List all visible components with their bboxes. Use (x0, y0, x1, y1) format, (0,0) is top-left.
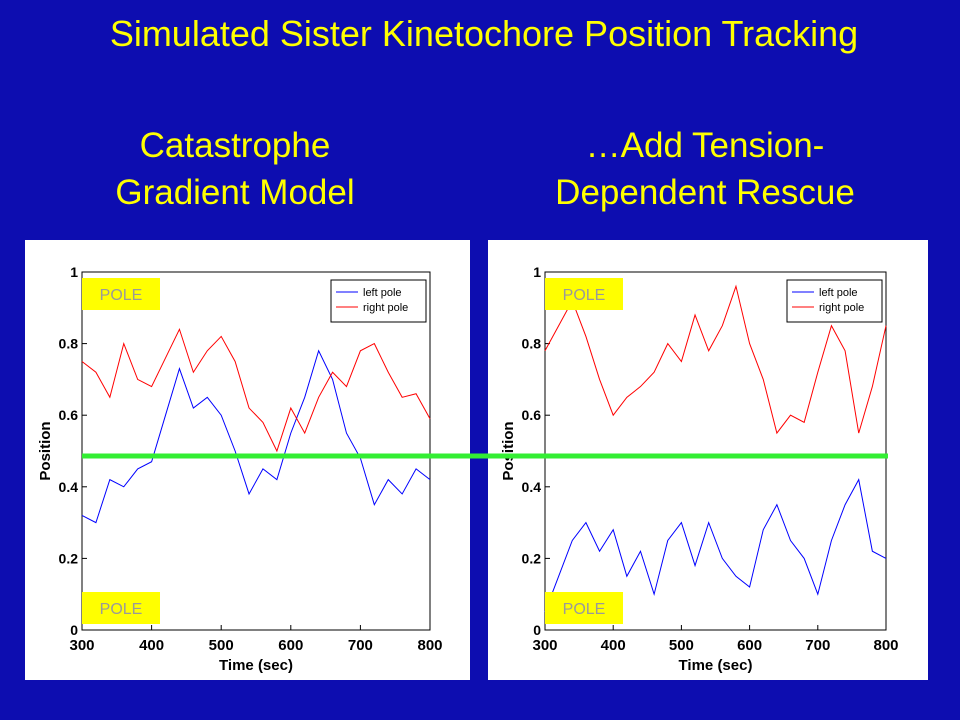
panel-title: …Add Tension- (586, 126, 825, 165)
x-tick-label: 500 (669, 637, 694, 654)
y-axis-label: Position (500, 421, 517, 480)
panel-title: Dependent Rescue (555, 173, 855, 212)
data-line (544, 478, 887, 613)
x-tick-label: 400 (139, 637, 164, 654)
y-tick-label: 0 (533, 622, 541, 638)
legend-label: left pole (819, 287, 858, 299)
y-tick-label: 0.6 (59, 407, 79, 423)
data-line (81, 349, 431, 524)
data-line (81, 327, 431, 453)
x-tick-label: 800 (417, 637, 442, 654)
x-tick-label: 300 (532, 637, 557, 654)
y-axis-label: Position (37, 421, 54, 480)
legend-box (330, 279, 427, 323)
pole-label: POLE (563, 287, 606, 304)
legend-label: left pole (363, 287, 402, 299)
x-tick-label: 800 (873, 637, 898, 654)
y-tick-label: 0.8 (522, 336, 542, 352)
pole-box (82, 592, 160, 624)
legend-label: right pole (363, 302, 408, 314)
x-axis-label: Time (sec) (679, 657, 753, 674)
pole-label: POLE (563, 601, 606, 618)
pole-label: POLE (100, 287, 143, 304)
y-tick-label: 1 (70, 264, 78, 280)
data-line (544, 284, 887, 435)
x-tick-label: 600 (737, 637, 762, 654)
y-tick-label: 0.2 (522, 550, 542, 566)
pole-box (545, 592, 623, 624)
pole-label: POLE (100, 601, 143, 618)
y-tick-label: 0.4 (522, 479, 542, 495)
legend-box (786, 279, 883, 323)
x-tick-label: 700 (348, 637, 373, 654)
x-tick-label: 500 (209, 637, 234, 654)
y-tick-label: 1 (533, 264, 541, 280)
plot-frame (81, 271, 431, 631)
plot-frame (544, 271, 887, 631)
y-tick-label: 0 (70, 622, 78, 638)
legend-label: right pole (819, 302, 864, 314)
x-axis-label: Time (sec) (219, 657, 293, 674)
x-tick-label: 300 (69, 637, 94, 654)
panel-title: Catastrophe (140, 126, 331, 165)
panel-title: Gradient Model (115, 173, 354, 212)
pole-box (82, 278, 160, 310)
x-tick-label: 600 (278, 637, 303, 654)
y-tick-label: 0.2 (59, 550, 79, 566)
x-tick-label: 400 (601, 637, 626, 654)
y-tick-label: 0.8 (59, 336, 79, 352)
y-tick-label: 0.6 (522, 407, 542, 423)
pole-box (545, 278, 623, 310)
x-tick-label: 700 (805, 637, 830, 654)
slide-title: Simulated Sister Kinetochore Position Tr… (110, 13, 858, 54)
y-tick-label: 0.4 (59, 479, 79, 495)
